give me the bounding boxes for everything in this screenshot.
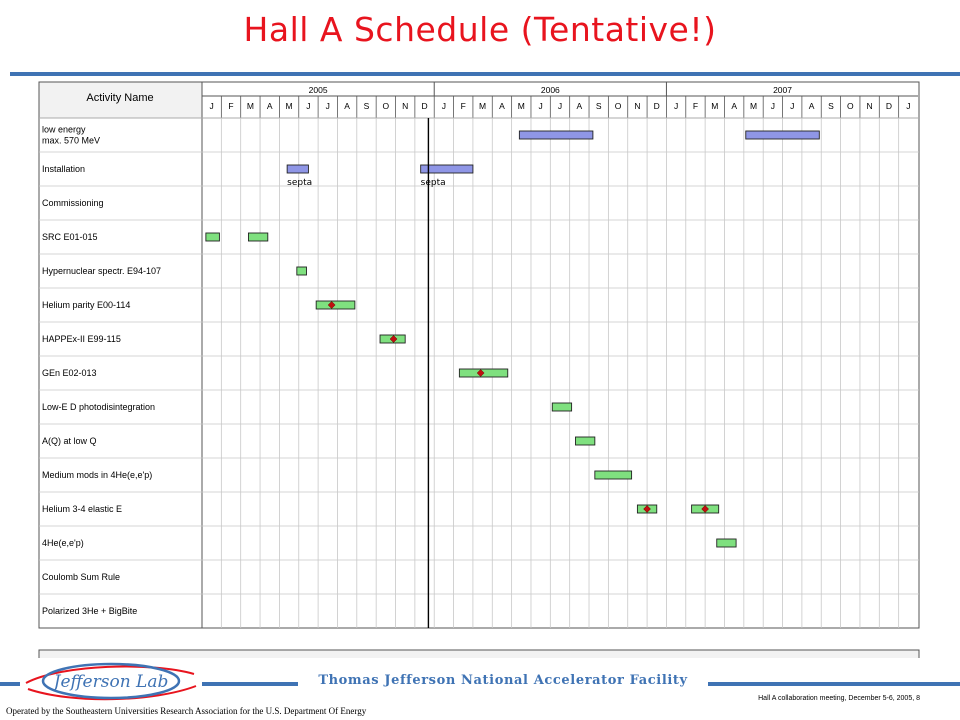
- green-task-bar: [205, 232, 220, 242]
- month-label: D: [421, 101, 427, 111]
- green-task-bar: [551, 402, 573, 412]
- month-label: S: [364, 101, 370, 111]
- footer-values: 1.000.001.001.000.001.002.000.000.001.00…: [202, 656, 918, 658]
- blue-task-bar: [420, 164, 474, 174]
- row-label: Coulomb Sum Rule: [42, 572, 120, 582]
- column-header-activity: Activity Name: [86, 92, 153, 104]
- header-name-cell: [38, 81, 203, 119]
- green-task-bar: [315, 300, 356, 310]
- jefferson-lab-logo: Jefferson Lab: [22, 656, 200, 706]
- month-label: D: [886, 101, 892, 111]
- footer-rule-left: [0, 682, 20, 686]
- month-label: J: [674, 101, 678, 111]
- milestone-diamond: [701, 505, 709, 513]
- row-label: Medium mods in 4He(e,e'p): [42, 470, 152, 480]
- month-label: D: [654, 101, 660, 111]
- gantt-frame: [38, 81, 920, 629]
- month-label: J: [442, 101, 446, 111]
- green-task-bar: [296, 266, 307, 276]
- row-label: SRC E01-015: [42, 232, 98, 242]
- row-label: Helium parity E00-114: [42, 300, 130, 310]
- month-label: J: [558, 101, 562, 111]
- month-label: M: [711, 101, 718, 111]
- slide-title: Hall A Schedule (Tentative!): [243, 10, 717, 49]
- row-label: max. 570 MeV: [42, 136, 100, 146]
- green-task-bar: [247, 232, 269, 242]
- milestone-diamond: [643, 505, 651, 513]
- month-label: M: [247, 101, 254, 111]
- row-label: Commissioning: [42, 198, 104, 208]
- month-label: O: [615, 101, 622, 111]
- year-label: 2005: [309, 85, 328, 95]
- row-label: 4He(e,e'p): [42, 538, 84, 548]
- month-label: S: [596, 101, 602, 111]
- month-label: S: [828, 101, 834, 111]
- gantt-canvas: Activity Name 2005 2006 2007 J F M A M J J A S O N D J F M…: [38, 81, 920, 658]
- month-label: M: [518, 101, 525, 111]
- month-label: F: [693, 101, 698, 111]
- green-task-bar: [575, 436, 596, 446]
- month-label: O: [847, 101, 854, 111]
- green-task-bar: [716, 538, 737, 548]
- month-label: F: [228, 101, 233, 111]
- blue-task-bar: [518, 130, 594, 140]
- month-label: M: [479, 101, 486, 111]
- month-label: M: [286, 101, 293, 111]
- month-label: N: [867, 101, 873, 111]
- meeting-note: Hall A collaboration meeting, December 5…: [758, 695, 920, 702]
- month-label: J: [771, 101, 775, 111]
- month-label: N: [402, 101, 408, 111]
- month-label: J: [210, 101, 214, 111]
- year-label: 2007: [773, 85, 792, 95]
- row-label: Polarized 3He + BigBite: [42, 606, 137, 616]
- month-label: A: [267, 101, 273, 111]
- month-label: J: [906, 101, 910, 111]
- month-label: J: [306, 101, 310, 111]
- blue-task-bar: [745, 130, 820, 140]
- row-label: Helium 3-4 elastic E: [42, 504, 122, 514]
- month-label: A: [809, 101, 815, 111]
- row-label: Low-E D photodisintegration: [42, 402, 155, 412]
- milestone-diamond: [389, 335, 398, 343]
- month-label: A: [577, 101, 583, 111]
- month-label: A: [499, 101, 505, 111]
- row-label: GEn E02-013: [42, 368, 97, 378]
- logo-text: Jefferson Lab: [51, 672, 169, 692]
- month-label: A: [344, 101, 350, 111]
- gantt-chart: Activity Name 2005 2006 2007 J F M A M J J A S O N D J F M…: [38, 80, 920, 658]
- month-label: F: [461, 101, 466, 111]
- row-label: Hypernuclear spectr. E94-107: [42, 266, 161, 276]
- month-label: N: [634, 101, 640, 111]
- septa-annotation: septa: [421, 178, 446, 188]
- row-label: A(Q) at low Q: [42, 436, 97, 446]
- row-label: low energy: [42, 125, 86, 135]
- green-task-bar: [594, 470, 633, 480]
- month-label: O: [383, 101, 390, 111]
- month-label: J: [790, 101, 794, 111]
- operated-by-note: Operated by the Southeastern Universitie…: [6, 706, 367, 716]
- milestone-diamond: [327, 301, 336, 309]
- title-underline: [10, 72, 960, 76]
- footer-label: Untitled: [171, 656, 200, 658]
- month-label: J: [539, 101, 543, 111]
- footer-row: [38, 649, 920, 658]
- septa-annotation: septa: [287, 178, 312, 188]
- year-label: 2006: [541, 85, 560, 95]
- facility-name: Thomas Jefferson National Accelerator Fa…: [298, 673, 708, 688]
- month-label: J: [326, 101, 330, 111]
- milestone-diamond: [476, 369, 485, 377]
- row-label: HAPPEx-II E99-115: [42, 334, 121, 344]
- blue-task-bar: [286, 164, 309, 174]
- month-label: M: [750, 101, 757, 111]
- row-label: Installation: [42, 164, 85, 174]
- month-label: A: [731, 101, 737, 111]
